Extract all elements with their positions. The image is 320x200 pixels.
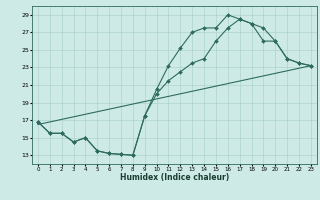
X-axis label: Humidex (Indice chaleur): Humidex (Indice chaleur)	[120, 173, 229, 182]
